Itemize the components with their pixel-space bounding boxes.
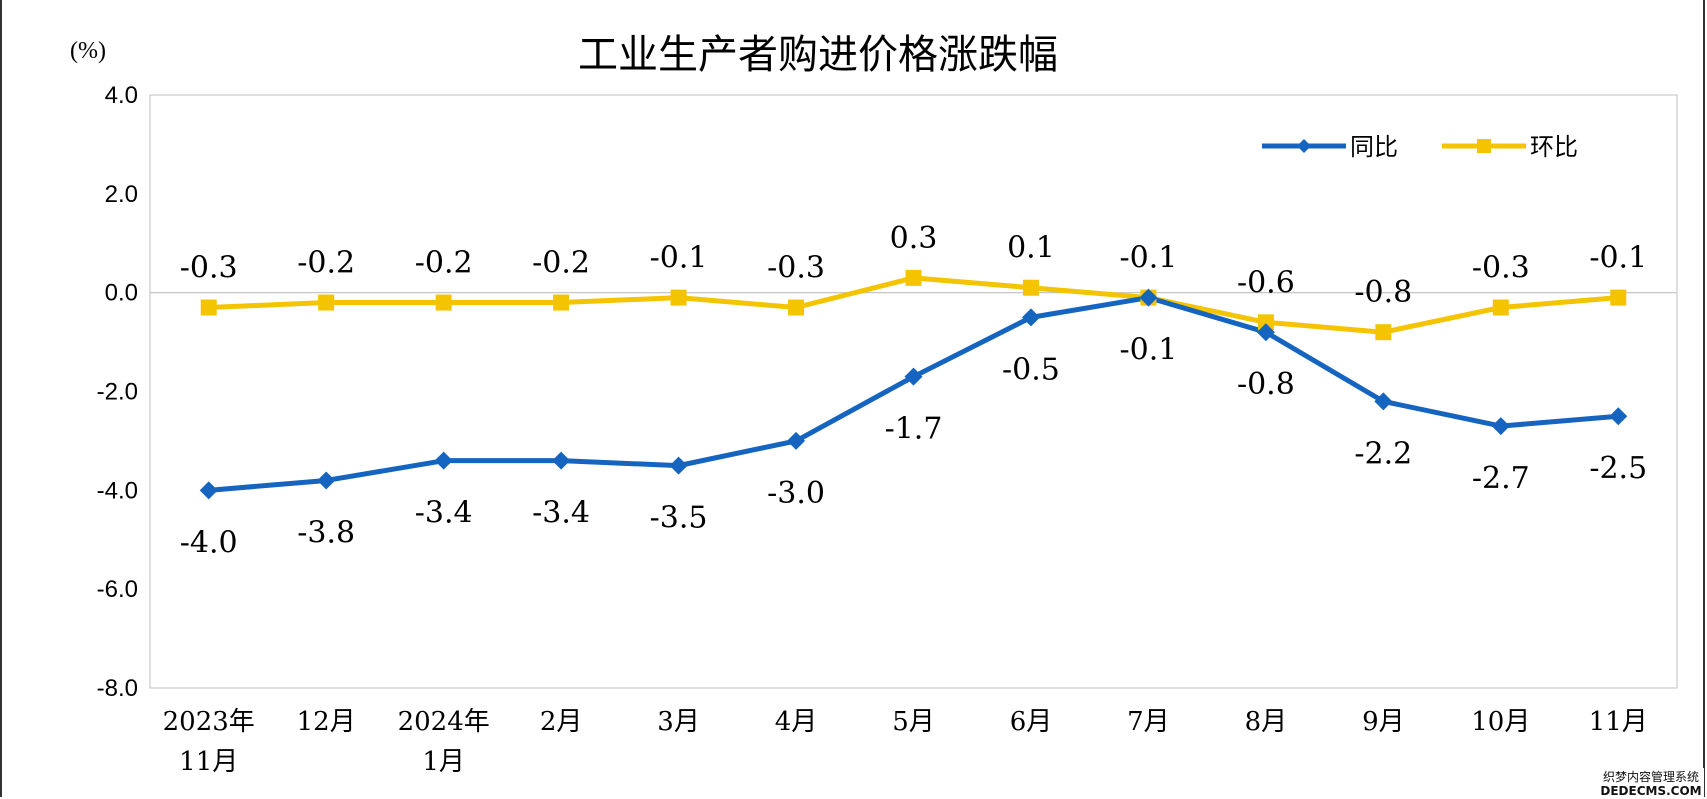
- y-tick-label: -2.0: [97, 379, 138, 406]
- data-label-mom: -0.1: [1589, 241, 1647, 276]
- data-label-yoy: -0.5: [1002, 352, 1060, 387]
- data-point-yoy: [1021, 308, 1040, 327]
- data-point-yoy: [317, 471, 336, 490]
- x-tick-label: 9月: [1362, 707, 1405, 737]
- data-label-mom: -0.8: [1354, 275, 1412, 310]
- x-axis-ticks: 2023年 11月 12月 2024年 1月 2月 3月 4月 5月 6月 7月 8月 9月 10月 11月: [163, 707, 1648, 777]
- x-tick-label: 6月: [1010, 707, 1053, 737]
- y-tick-label: 2.0: [105, 181, 138, 208]
- chart-title: 工业生产者购进价格涨跌幅: [578, 32, 1058, 78]
- data-point-mom: [1257, 314, 1274, 331]
- x-tick-label: 12月: [297, 707, 356, 737]
- data-point-mom: [200, 299, 217, 316]
- data-label-yoy: -0.8: [1237, 367, 1295, 402]
- data-point-yoy: [1374, 392, 1393, 411]
- data-point-yoy: [552, 451, 571, 470]
- data-label-mom: -0.2: [297, 246, 355, 281]
- data-labels: -0.3 -0.2 -0.2 -0.2 -0.1 -0.3 0.3 0.1 -0.1 -0.6 -0…: [180, 221, 1647, 560]
- x-tick-label: 7月: [1127, 707, 1170, 737]
- x-tick-label: 4月: [775, 707, 818, 737]
- legend-marker-mom: [1477, 139, 1491, 153]
- legend-label-mom: 环比: [1530, 133, 1578, 161]
- data-label-yoy: -2.2: [1354, 436, 1412, 471]
- data-label-yoy: -1.7: [885, 412, 943, 447]
- data-label-yoy: -0.1: [1119, 333, 1177, 368]
- data-label-mom: -0.3: [180, 250, 238, 285]
- data-point-yoy: [1139, 288, 1158, 307]
- x-tick-label: 11月: [1589, 707, 1648, 737]
- y-tick-label: -4.0: [97, 477, 138, 504]
- data-point-yoy: [1609, 407, 1628, 426]
- data-point-yoy: [434, 451, 453, 470]
- data-point-mom: [1022, 279, 1039, 296]
- data-point-yoy: [1256, 323, 1275, 342]
- data-point-yoy: [199, 481, 218, 500]
- data-label-yoy: -2.5: [1589, 451, 1647, 486]
- data-label-mom: -0.1: [1119, 241, 1177, 276]
- plot-area: [149, 94, 1678, 689]
- data-label-mom: 0.3: [890, 221, 938, 256]
- data-label-yoy: -3.8: [297, 515, 355, 550]
- y-tick-label: -6.0: [97, 576, 138, 603]
- data-label-mom: -0.3: [767, 250, 825, 285]
- data-label-mom: -0.3: [1472, 250, 1530, 285]
- data-point-mom: [1375, 324, 1392, 341]
- y-axis-unit: (%): [70, 38, 106, 64]
- series-markers: [199, 269, 1628, 500]
- x-tick-label: 3月: [657, 707, 700, 737]
- x-tick-label: 8月: [1245, 707, 1288, 737]
- data-point-mom: [670, 289, 687, 306]
- x-tick-label: 2月: [540, 707, 583, 737]
- data-point-mom: [318, 294, 335, 311]
- data-point-mom: [1492, 299, 1509, 316]
- x-tick-label: 1月: [422, 747, 465, 777]
- y-tick-label: -8.0: [97, 675, 138, 702]
- data-label-mom: 0.1: [1007, 231, 1055, 266]
- data-label-yoy: -3.5: [650, 501, 708, 536]
- y-tick-label: 0.0: [105, 280, 138, 307]
- data-point-mom: [905, 269, 922, 286]
- data-point-yoy: [904, 367, 923, 386]
- data-label-mom: -0.2: [415, 246, 473, 281]
- y-tick-label: 4.0: [105, 82, 138, 109]
- x-tick-label: 5月: [892, 707, 935, 737]
- data-point-mom: [553, 294, 570, 311]
- y-axis-ticks: 4.0 2.0 0.0 -2.0 -4.0 -6.0 -8.0: [97, 82, 138, 702]
- data-point-mom: [788, 299, 805, 316]
- watermark-line1: 织梦内容管理系统: [1603, 769, 1699, 784]
- watermark-bg: [1598, 768, 1704, 798]
- data-point-mom: [435, 294, 452, 311]
- data-label-mom: -0.1: [650, 241, 708, 276]
- x-tick-label: 2023年: [163, 707, 255, 737]
- x-tick-label: 2024年: [398, 707, 490, 737]
- watermark: 织梦内容管理系统 DEDECMS.COM: [1598, 768, 1704, 798]
- watermark-line2: DEDECMS.COM: [1600, 784, 1701, 798]
- legend-marker-yoy: [1297, 139, 1311, 153]
- data-point-yoy: [1491, 417, 1510, 436]
- legend-label-yoy: 同比: [1350, 133, 1398, 161]
- x-tick-label: 10月: [1471, 707, 1530, 737]
- data-label-yoy: -3.4: [532, 496, 590, 531]
- data-point-yoy: [787, 431, 806, 450]
- legend: 同比 环比: [1262, 133, 1578, 161]
- data-label-yoy: -4.0: [180, 525, 238, 560]
- data-point-mom: [1610, 289, 1627, 306]
- data-label-yoy: -2.7: [1472, 461, 1530, 496]
- data-label-yoy: -3.0: [767, 476, 825, 511]
- x-tick-label: 11月: [179, 747, 238, 777]
- data-label-yoy: -3.4: [415, 496, 473, 531]
- data-point-yoy: [669, 456, 688, 475]
- data-label-mom: -0.2: [532, 246, 590, 281]
- data-label-mom: -0.6: [1237, 265, 1295, 300]
